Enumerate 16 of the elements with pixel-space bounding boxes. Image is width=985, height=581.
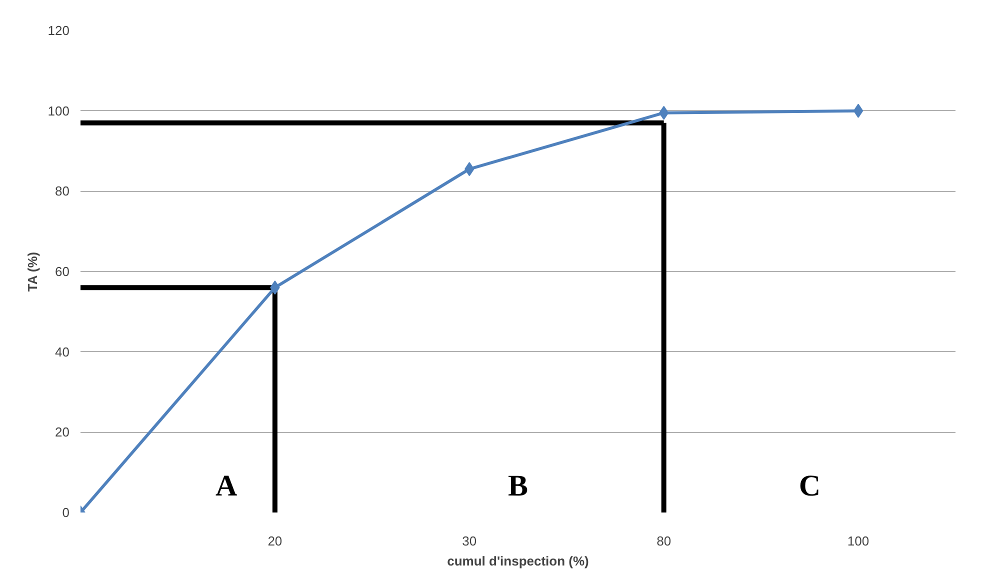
y-tick-label: 20 [55, 424, 70, 440]
y-tick-label: 40 [55, 344, 70, 360]
x-axis-title: cumul d'inspection (%) [447, 554, 589, 568]
y-tick-label: 60 [55, 264, 70, 279]
annotation: A [216, 470, 238, 502]
x-tick-label: 80 [656, 534, 672, 548]
y-tick-label: 0 [62, 505, 70, 520]
x-tick-label: 20 [268, 534, 282, 548]
annotation: B [508, 470, 528, 502]
x-tick-label: 100 [847, 534, 870, 548]
x-tick-label: 30 [462, 534, 477, 548]
y-axis-title: TA (%) [24, 252, 40, 292]
y-tick-label: 120 [48, 23, 70, 38]
y-tick-label: 100 [48, 103, 70, 118]
y-tick-label: 80 [55, 184, 70, 199]
annotation: C [798, 470, 821, 502]
